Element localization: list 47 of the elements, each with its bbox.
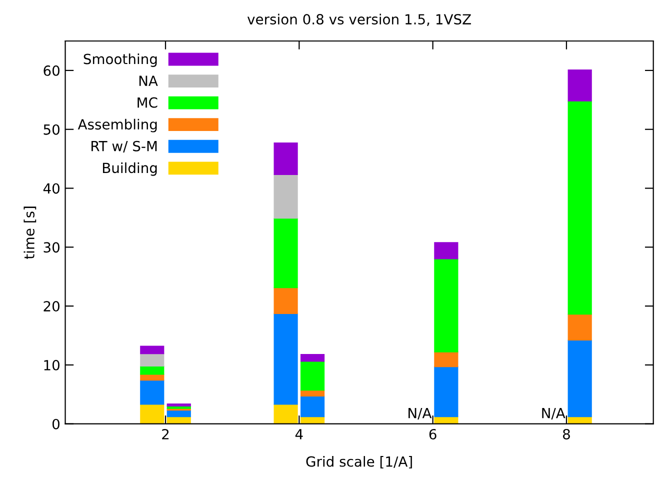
bar	[274, 404, 298, 424]
bar	[300, 390, 325, 397]
bar	[140, 380, 164, 405]
bar	[140, 353, 164, 366]
y-tick-label: 10	[44, 360, 60, 370]
y-tick-label: 40	[43, 183, 60, 194]
bar	[274, 142, 298, 176]
bar	[300, 361, 325, 391]
annotation: N/A	[542, 408, 566, 420]
bar	[140, 346, 164, 354]
bar	[300, 354, 325, 362]
x-axis-title: Grid scale [1/A]	[306, 456, 412, 468]
legend-label: Smoothing	[84, 54, 157, 67]
legend-label: Assembling	[78, 118, 157, 132]
x-tick-label: 2	[162, 428, 169, 440]
bar	[274, 218, 298, 288]
bar	[300, 396, 325, 418]
bar	[166, 403, 191, 407]
bar	[434, 366, 458, 418]
bar	[274, 313, 298, 405]
y-tick-label: 50	[44, 124, 60, 135]
bar	[434, 242, 458, 260]
x-tick-label: 8	[562, 428, 570, 440]
bar	[434, 258, 458, 352]
bar	[568, 100, 592, 315]
bar	[434, 352, 458, 368]
bar	[568, 314, 592, 341]
bar	[274, 174, 298, 219]
legend-label: MC	[138, 97, 158, 108]
y-tick-label: 30	[44, 242, 60, 253]
bar	[568, 340, 592, 418]
chart-title: version 0.8 vs version 1.5, 1VSZ	[247, 14, 471, 26]
x-tick-label: 4	[295, 429, 303, 440]
y-axis-title: time [s]	[24, 206, 36, 259]
bar	[568, 70, 592, 102]
y-tick-label: 0	[52, 418, 60, 430]
annotation: N/A	[408, 408, 432, 420]
bar	[140, 374, 164, 381]
y-tick-label: 60	[44, 65, 60, 76]
legend-label: Building	[102, 162, 157, 176]
bar	[140, 404, 164, 424]
legend-label: RT w/ S-M	[92, 140, 157, 152]
x-tick-label: 6	[429, 428, 436, 440]
bar	[166, 410, 191, 418]
legend-label: NA	[139, 76, 158, 86]
y-tick-label: 20	[44, 301, 60, 312]
bar	[274, 287, 298, 314]
